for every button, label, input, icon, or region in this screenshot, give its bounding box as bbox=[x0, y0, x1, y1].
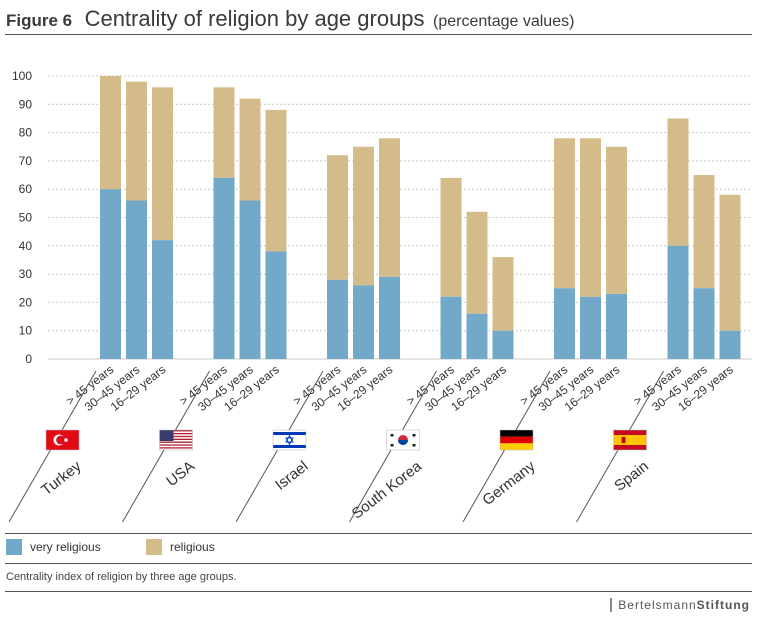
y-tick-label: 20 bbox=[19, 295, 33, 309]
y-tick-label: 30 bbox=[19, 267, 33, 281]
bar-very-religious bbox=[719, 330, 741, 359]
legend-swatch-religious bbox=[146, 539, 162, 555]
title-rule bbox=[5, 34, 752, 35]
figure-caption: Centrality index of religion by three ag… bbox=[6, 571, 237, 583]
country-label: South Korea bbox=[349, 457, 426, 522]
y-tick-label: 100 bbox=[12, 69, 32, 83]
turkey-flag-icon bbox=[45, 429, 80, 451]
south-korea-flag-icon bbox=[386, 429, 420, 451]
brand-logo: BertelsmannStiftung bbox=[610, 598, 750, 612]
spain-flag-icon bbox=[613, 429, 647, 451]
bar-very-religious bbox=[667, 245, 689, 359]
y-tick-label: 0 bbox=[25, 352, 32, 366]
bar-religious bbox=[379, 138, 400, 277]
israel-flag-icon bbox=[272, 429, 307, 451]
bar-religious bbox=[492, 257, 514, 331]
bar-very-religious bbox=[353, 285, 374, 359]
legend-rule-bottom bbox=[5, 563, 752, 564]
country-label: Germany bbox=[479, 457, 538, 509]
bar-religious bbox=[606, 146, 627, 294]
bar-very-religious bbox=[580, 296, 601, 359]
bar-religious bbox=[554, 138, 575, 289]
bar-very-religious bbox=[327, 279, 348, 359]
bar-religious bbox=[152, 87, 173, 241]
bar-very-religious bbox=[239, 200, 261, 359]
bar-religious bbox=[239, 98, 261, 201]
y-tick-label: 90 bbox=[19, 97, 33, 111]
legend-rule-top bbox=[5, 533, 752, 534]
bar-very-religious bbox=[606, 293, 627, 359]
bar-religious bbox=[440, 177, 462, 297]
bar-very-religious bbox=[440, 296, 462, 359]
legend-swatch-very-religious bbox=[6, 539, 22, 555]
bar-religious bbox=[126, 81, 147, 201]
legend-very-religious: very religious bbox=[6, 539, 101, 555]
bar-religious bbox=[693, 175, 715, 289]
bar-very-religious bbox=[152, 240, 173, 359]
bar-very-religious bbox=[466, 313, 488, 359]
bar-very-religious bbox=[379, 276, 400, 359]
y-tick-label: 10 bbox=[19, 324, 33, 338]
y-tick-label: 70 bbox=[19, 154, 33, 168]
caption-rule bbox=[5, 591, 752, 592]
bar-religious bbox=[580, 138, 601, 297]
usa-flag-icon bbox=[159, 429, 193, 451]
bar-very-religious bbox=[554, 288, 575, 359]
bar-very-religious bbox=[100, 189, 121, 359]
figure-label: Figure 6 bbox=[6, 11, 73, 30]
y-tick-label: 50 bbox=[19, 211, 33, 225]
bar-religious bbox=[353, 146, 374, 286]
bar-religious bbox=[265, 109, 287, 252]
bar-very-religious bbox=[693, 288, 715, 359]
bar-religious bbox=[719, 194, 741, 331]
chart-subtitle: (percentage values) bbox=[433, 13, 575, 30]
country-label: Turkey bbox=[38, 457, 85, 499]
bar-very-religious bbox=[265, 251, 287, 359]
y-tick-label: 80 bbox=[19, 126, 33, 140]
y-tick-label: 40 bbox=[19, 239, 33, 253]
bar-religious bbox=[213, 87, 235, 178]
bar-very-religious bbox=[213, 177, 235, 359]
bar-religious bbox=[466, 211, 488, 314]
legend-religious: religious bbox=[146, 539, 215, 555]
bar-very-religious bbox=[126, 200, 147, 359]
country-label: Israel bbox=[272, 458, 311, 494]
bar-religious bbox=[100, 76, 121, 190]
legend-label-religious: religious bbox=[170, 540, 215, 554]
germany-flag-icon bbox=[499, 429, 534, 451]
country-label: USA bbox=[163, 458, 198, 490]
country-label: Spain bbox=[611, 458, 652, 495]
figure-title: Figure 6 Centrality of religion by age g… bbox=[6, 6, 574, 32]
y-tick-label: 60 bbox=[19, 182, 33, 196]
bar-religious bbox=[667, 118, 689, 246]
bar-religious bbox=[327, 155, 348, 280]
legend-label-very-religious: very religious bbox=[30, 540, 101, 554]
chart-title: Centrality of religion by age groups bbox=[84, 6, 425, 31]
bar-very-religious bbox=[492, 330, 514, 359]
